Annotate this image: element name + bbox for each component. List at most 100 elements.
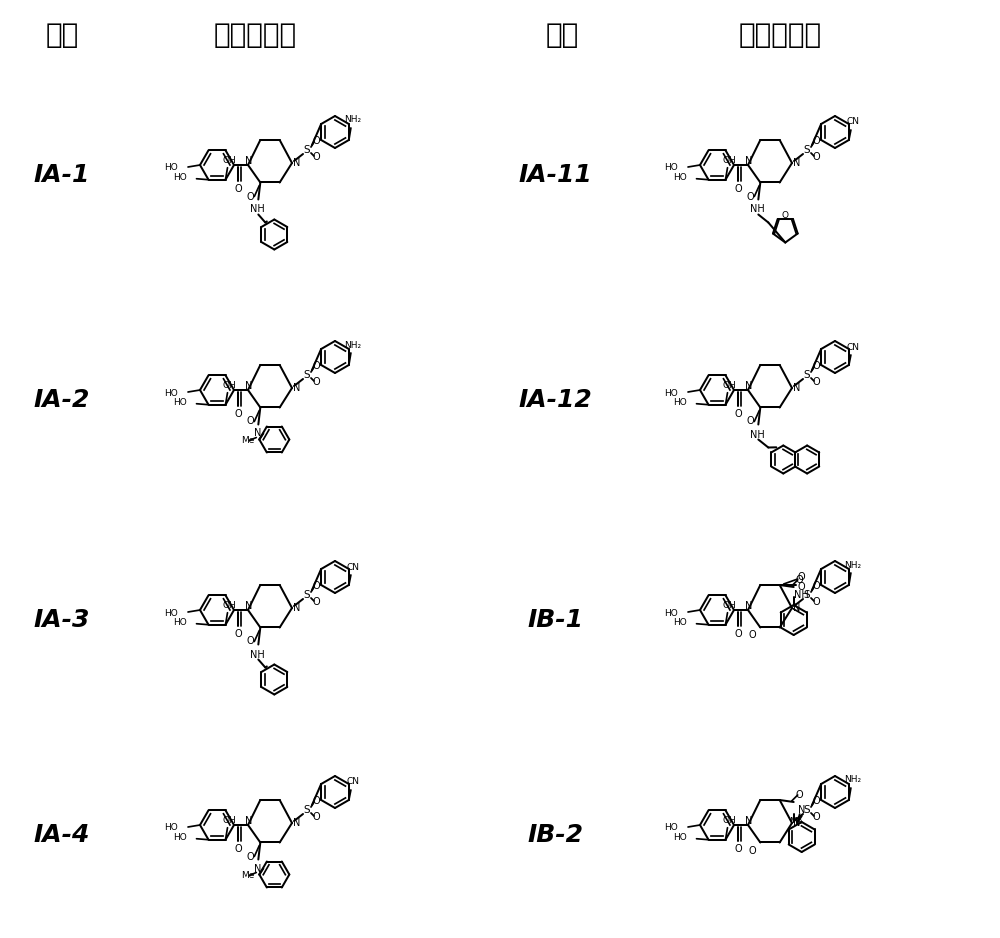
Text: O: O — [312, 377, 320, 387]
Text: OH: OH — [223, 816, 236, 825]
Text: CN: CN — [846, 342, 859, 352]
Text: O: O — [749, 845, 756, 855]
Text: Me: Me — [241, 871, 254, 880]
Text: O: O — [734, 409, 742, 419]
Text: Me: Me — [789, 818, 802, 826]
Text: N: N — [245, 601, 253, 611]
Text: OH: OH — [223, 157, 236, 165]
Text: IA-4: IA-4 — [34, 823, 90, 847]
Text: NH: NH — [250, 649, 265, 659]
Text: NH: NH — [750, 430, 765, 440]
Text: N: N — [793, 383, 801, 393]
Text: OH: OH — [223, 601, 236, 611]
Text: O: O — [234, 409, 242, 419]
Text: N: N — [254, 429, 261, 438]
Text: O: O — [812, 812, 820, 822]
Text: NH₂: NH₂ — [344, 340, 361, 350]
Text: IA-1: IA-1 — [34, 163, 90, 187]
Text: HO: HO — [173, 833, 186, 842]
Text: N: N — [793, 158, 801, 168]
Text: 化合物结构: 化合物结构 — [213, 21, 297, 49]
Text: OH: OH — [723, 816, 736, 825]
Text: HO: HO — [664, 824, 678, 833]
Text: HO: HO — [164, 388, 178, 398]
Text: IA-12: IA-12 — [518, 388, 592, 412]
Text: O: O — [734, 629, 742, 639]
Text: IA-2: IA-2 — [34, 388, 90, 412]
Text: N: N — [745, 816, 753, 826]
Text: O: O — [812, 152, 820, 162]
Text: O: O — [782, 211, 789, 220]
Text: S: S — [804, 370, 810, 380]
Text: N: N — [798, 805, 805, 815]
Text: N: N — [245, 156, 253, 166]
Text: NH₂: NH₂ — [844, 776, 861, 784]
Text: HO: HO — [664, 609, 678, 617]
Text: IB-2: IB-2 — [527, 823, 583, 847]
Text: O: O — [798, 582, 805, 592]
Text: NH₂: NH₂ — [844, 561, 861, 569]
Text: HO: HO — [664, 388, 678, 398]
Text: HO: HO — [173, 399, 186, 407]
Text: S: S — [804, 805, 810, 815]
Text: O: O — [312, 581, 320, 591]
Text: HO: HO — [164, 609, 178, 617]
Text: O: O — [812, 377, 820, 387]
Text: CN: CN — [346, 563, 359, 571]
Text: O: O — [734, 844, 742, 854]
Text: S: S — [304, 145, 310, 155]
Text: N: N — [245, 381, 253, 391]
Text: IA-11: IA-11 — [518, 163, 592, 187]
Text: O: O — [234, 844, 242, 854]
Text: IA-3: IA-3 — [34, 608, 90, 632]
Text: O: O — [747, 191, 754, 202]
Text: O: O — [312, 796, 320, 806]
Text: O: O — [812, 796, 820, 806]
Text: NH: NH — [750, 204, 765, 215]
Text: S: S — [304, 805, 310, 815]
Text: N: N — [793, 603, 801, 613]
Text: OH: OH — [723, 381, 736, 390]
Text: OH: OH — [723, 601, 736, 611]
Text: O: O — [812, 581, 820, 591]
Text: N: N — [793, 818, 801, 828]
Text: N: N — [245, 816, 253, 826]
Text: N: N — [293, 383, 301, 393]
Text: N: N — [254, 864, 261, 873]
Text: NH: NH — [794, 590, 809, 600]
Text: HO: HO — [164, 824, 178, 833]
Text: OH: OH — [223, 381, 236, 390]
Text: O: O — [812, 597, 820, 607]
Text: S: S — [304, 590, 310, 600]
Text: OH: OH — [723, 157, 736, 165]
Text: O: O — [234, 629, 242, 639]
Text: O: O — [796, 575, 803, 585]
Text: S: S — [804, 590, 810, 600]
Text: 编号: 编号 — [45, 21, 79, 49]
Text: S: S — [304, 370, 310, 380]
Text: O: O — [247, 852, 254, 861]
Text: Me: Me — [241, 436, 254, 445]
Text: O: O — [312, 597, 320, 607]
Text: HO: HO — [173, 174, 186, 182]
Text: S: S — [804, 145, 810, 155]
Text: O: O — [247, 637, 254, 646]
Text: N: N — [745, 601, 753, 611]
Text: O: O — [747, 416, 754, 427]
Text: O: O — [734, 184, 742, 194]
Text: N: N — [293, 158, 301, 168]
Text: CN: CN — [846, 117, 859, 127]
Text: O: O — [749, 630, 756, 641]
Text: IB-1: IB-1 — [527, 608, 583, 632]
Text: HO: HO — [673, 174, 686, 182]
Text: O: O — [312, 361, 320, 371]
Text: CN: CN — [346, 778, 359, 786]
Text: NH: NH — [250, 204, 265, 215]
Text: O: O — [312, 136, 320, 146]
Text: O: O — [812, 136, 820, 146]
Text: N: N — [293, 818, 301, 828]
Text: O: O — [798, 572, 805, 582]
Text: HO: HO — [664, 163, 678, 173]
Text: O: O — [247, 416, 254, 427]
Text: O: O — [796, 790, 803, 800]
